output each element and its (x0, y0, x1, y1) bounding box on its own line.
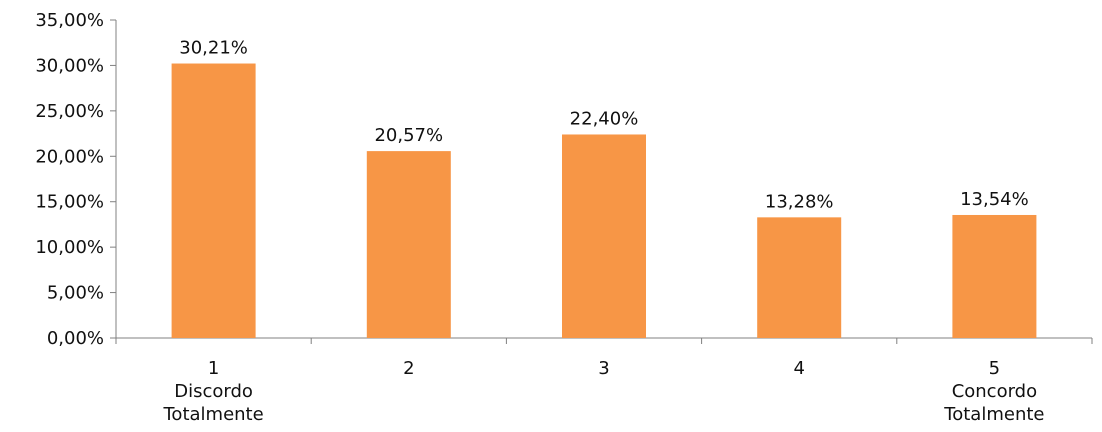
y-tick-label: 25,00% (35, 101, 104, 122)
category-label: Totalmente (163, 404, 264, 425)
y-tick-label: 35,00% (35, 10, 104, 31)
category-label: 2 (403, 358, 414, 379)
data-label: 13,28% (765, 191, 834, 212)
category-label: 5 (989, 358, 1000, 379)
bar (952, 214, 1037, 338)
data-label: 30,21% (179, 38, 248, 59)
y-tick-label: 20,00% (35, 146, 104, 167)
data-label: 22,40% (570, 108, 639, 129)
bar (366, 151, 451, 338)
y-tick-label: 0,00% (47, 328, 104, 349)
category-label: 1 (208, 358, 219, 379)
bar (562, 134, 646, 338)
bar (757, 217, 842, 338)
data-label: 13,54% (960, 189, 1029, 210)
category-label: 4 (793, 358, 804, 379)
y-tick-label: 10,00% (35, 237, 104, 258)
bar (171, 63, 256, 339)
category-label: 3 (598, 358, 609, 379)
y-tick-label: 15,00% (35, 192, 104, 213)
y-tick-label: 30,00% (35, 55, 104, 76)
y-tick-label: 5,00% (47, 283, 104, 304)
category-label: Discordo (174, 381, 253, 402)
category-label: Totalmente (943, 404, 1044, 425)
data-label: 20,57% (374, 125, 443, 146)
category-label: Concordo (952, 381, 1037, 402)
